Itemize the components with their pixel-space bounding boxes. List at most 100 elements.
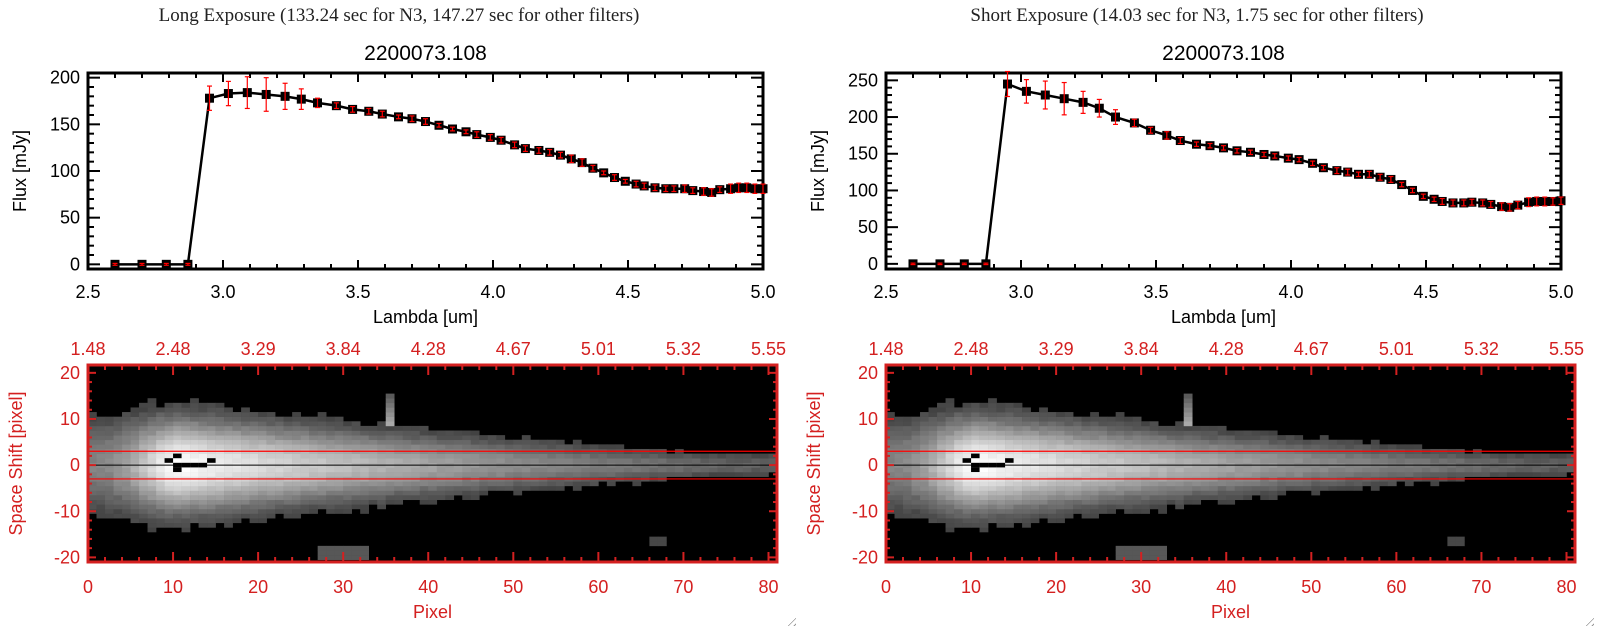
image-pixel [266,472,276,477]
image-pixel [1396,458,1406,464]
long-exposure-panel: Long Exposure (133.24 sec for N3, 147.27… [0,0,798,630]
image-pixel [275,430,284,436]
image-pixel [1073,485,1082,491]
image-pixel [1090,481,1099,487]
image-pixel [1081,467,1091,473]
image-pixel [88,504,97,510]
image-pixel [249,504,259,510]
image-pixel [181,435,191,441]
image-pixel [547,485,557,491]
image-pixel [453,430,463,436]
image-pixel [988,453,997,459]
image-pixel [996,407,1006,413]
image-pixel [1030,495,1040,501]
image-pixel [156,499,165,505]
image-pixel [147,398,157,404]
image-pixel [224,518,233,524]
image-pixel [181,513,191,519]
image-pixel [945,453,955,459]
image-pixel [1447,472,1457,477]
image-pixel [589,481,599,487]
image-pixel [1030,467,1040,473]
panel-title: Long Exposure (133.24 sec for N3, 147.27… [158,5,640,26]
x-tick-label: 30 [333,577,353,597]
x-tick-label: 70 [673,577,693,597]
image-pixel [1175,495,1185,501]
image-pixel [343,425,352,431]
image-pixel [572,481,582,487]
image-pixel [334,472,344,477]
image-pixel [470,458,480,464]
image-pixel [954,425,963,431]
image-pixel [996,402,1006,408]
image-pixel [971,472,980,477]
image-pixel [470,435,480,441]
image-pixel [113,504,123,510]
image-pixel [360,481,370,487]
image-pixel [1353,444,1363,450]
image-pixel [232,481,242,487]
image-pixel [1056,421,1065,427]
y-tick-label: -20 [54,547,80,567]
image-pixel [275,481,284,487]
image-pixel [937,504,946,510]
image-pixel [207,416,216,422]
image-pixel [945,412,955,417]
image-pixel [1277,472,1287,477]
image-pixel [419,495,429,501]
image-pixel [920,453,929,459]
image-pixel [1090,467,1099,473]
image-pixel [521,435,531,441]
image-pixel [1005,412,1014,417]
image-pixel [470,453,480,459]
image-pixel [224,444,233,450]
image-pixel [360,504,370,510]
image-pixel [513,490,523,496]
image-pixel [1030,425,1040,431]
image-pixel [1047,439,1057,445]
image-pixel [1115,421,1125,427]
image-pixel [1073,439,1082,445]
image-pixel [691,472,701,477]
image-pixel [1013,495,1023,501]
image-pixel [1251,439,1261,445]
image-pixel [105,435,114,441]
image-pixel [1039,416,1048,422]
image-pixel [1005,416,1014,422]
image-pixel [886,481,895,487]
image-pixel [122,508,131,514]
image-pixel [113,508,123,514]
image-pixel [334,435,344,441]
image-pixel [198,439,208,445]
spectral-image: 0 10 20 30 40 50 60 70 801.48 2.48 3.29 3.84 4.28 4.6… [6,339,786,622]
image-pixel [351,472,361,477]
image-pixel [1209,458,1219,464]
image-pixel [1039,490,1048,496]
image-pixel [156,490,165,496]
image-pixel [343,490,352,496]
image-pixel [928,513,938,519]
image-pixel [530,472,540,477]
image-pixel [954,485,963,491]
image-pixel [1319,458,1329,464]
image-pixel [139,439,148,445]
image-pixel [1515,467,1525,473]
image-pixel [360,435,370,441]
image-pixel [1141,425,1150,431]
image-pixel [164,490,174,496]
image-pixel [1115,472,1125,477]
image-pixel [504,453,514,459]
image-pixel [988,508,997,514]
image-pixel [1005,499,1014,505]
image-pixel [886,472,895,477]
image-pixel [1183,467,1193,473]
image-pixel [470,481,480,487]
image-pixel [164,481,174,487]
image-pixel [164,472,174,477]
image-pixel [1039,439,1048,445]
image-pixel [606,472,616,477]
image-pixel [657,536,667,542]
image-pixel [945,467,955,473]
image-pixel [1107,499,1116,505]
image-pixel [377,421,387,427]
